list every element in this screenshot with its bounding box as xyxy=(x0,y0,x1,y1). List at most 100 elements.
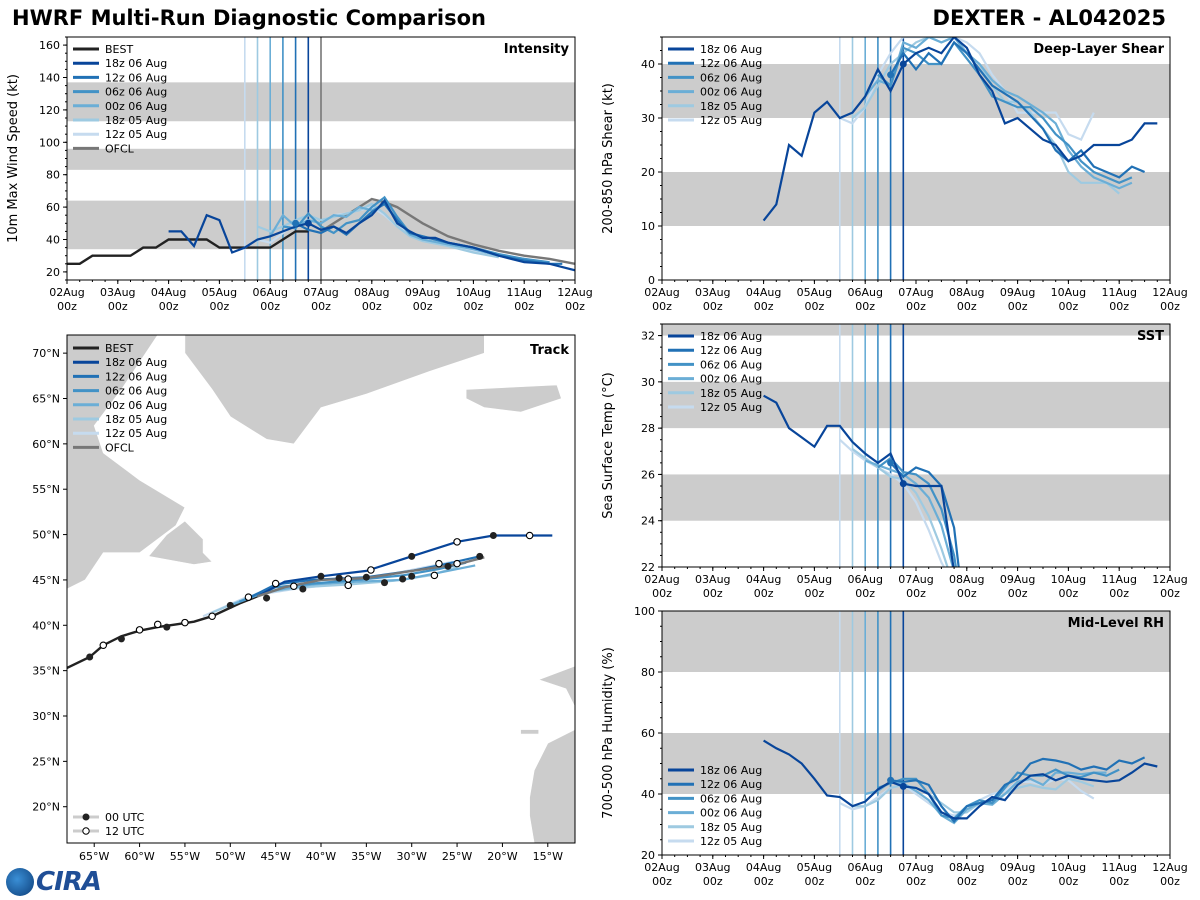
x-tick-label: 03Aug xyxy=(100,286,135,299)
x-tick-label: 30°W xyxy=(397,850,427,863)
legend-label: 12 UTC xyxy=(105,825,145,838)
x-tick-label: 06Aug xyxy=(252,286,287,299)
y-tick-label: 55°N xyxy=(32,483,60,496)
x-tick-label-hour: 00z xyxy=(1008,587,1028,600)
y-tick-label: 20 xyxy=(641,166,655,179)
plot-area xyxy=(662,37,1170,280)
y-tick-label: 50°N xyxy=(32,529,60,542)
logo-text: CIRA xyxy=(36,867,102,897)
x-tick-label-hour: 00z xyxy=(957,300,977,313)
x-tick-label-hour: 00z xyxy=(703,300,723,313)
x-tick-label-hour: 00z xyxy=(754,300,774,313)
x-tick-label: 02Aug xyxy=(644,861,679,874)
legend-label: 12z 05 Aug xyxy=(700,401,762,414)
y-tick-label: 20 xyxy=(46,266,60,279)
land-mass xyxy=(529,729,575,843)
point-00utc xyxy=(86,653,94,661)
point-12utc xyxy=(367,566,375,574)
x-tick-label-hour: 00z xyxy=(652,875,672,888)
land-mass xyxy=(184,335,485,445)
y-axis-label: 10m Max Wind Speed (kt) xyxy=(6,74,21,243)
reference-band xyxy=(662,64,1170,118)
land-mass xyxy=(520,729,539,735)
x-tick-label-hour: 00z xyxy=(1059,875,1079,888)
x-tick-label: 06Aug xyxy=(847,573,882,586)
y-tick-label: 40 xyxy=(641,58,655,71)
legend-label: 12z 06 Aug xyxy=(105,71,167,84)
legend-label: 18z 05 Aug xyxy=(105,413,167,426)
legend-label: 00z 06 Aug xyxy=(700,807,762,820)
init-marker xyxy=(304,219,312,227)
x-tick-label: 12Aug xyxy=(1152,573,1187,586)
land-mass xyxy=(465,384,562,413)
x-tick-label-hour: 00z xyxy=(1059,300,1079,313)
x-tick-label: 09Aug xyxy=(405,286,440,299)
x-tick-label-hour: 00z xyxy=(1008,875,1028,888)
y-tick-label: 60 xyxy=(46,201,60,214)
y-tick-label: 30°N xyxy=(32,710,60,723)
y-tick-label: 20 xyxy=(641,849,655,862)
point-00utc xyxy=(408,552,416,560)
init-marker xyxy=(292,219,300,227)
x-tick-label: 10Aug xyxy=(1051,573,1086,586)
legend-marker-12 xyxy=(82,827,90,835)
y-tick-label: 100 xyxy=(634,605,655,618)
x-tick-label: 07Aug xyxy=(303,286,338,299)
legend-label: 18z 06 Aug xyxy=(700,330,762,343)
x-tick-label: 09Aug xyxy=(1000,861,1035,874)
legend-label: 06z 06 Aug xyxy=(700,358,762,371)
y-tick-label: 32 xyxy=(641,330,655,343)
x-tick-label-hour: 00z xyxy=(1109,587,1129,600)
panel-rh: 2040608010002Aug00z03Aug00z04Aug00z05Aug… xyxy=(601,605,1188,888)
x-tick-label: 02Aug xyxy=(644,286,679,299)
reference-band xyxy=(662,611,1170,672)
point-12utc xyxy=(271,579,280,588)
x-tick-label-hour: 00z xyxy=(1008,300,1028,313)
legend-label: 12z 06 Aug xyxy=(700,57,762,70)
y-tick-label: 140 xyxy=(39,72,60,85)
x-tick-label-hour: 00z xyxy=(906,875,926,888)
y-tick-label: 25°N xyxy=(32,755,60,768)
reference-band xyxy=(662,381,1170,429)
y-tick-label: 160 xyxy=(39,39,60,52)
point-00utc xyxy=(381,579,388,587)
legend-label: 12z 05 Aug xyxy=(700,835,762,848)
x-tick-label-hour: 00z xyxy=(1160,300,1180,313)
land-mass xyxy=(148,520,213,565)
x-tick-label: 04Aug xyxy=(151,286,186,299)
legend-label: 06z 06 Aug xyxy=(105,385,167,398)
x-tick-label: 12Aug xyxy=(1152,861,1187,874)
legend-label: 18z 06 Aug xyxy=(105,57,167,70)
legend-label: 18z 06 Aug xyxy=(105,356,167,369)
y-tick-label: 22 xyxy=(641,561,655,574)
x-tick-label: 08Aug xyxy=(949,861,984,874)
reference-band xyxy=(662,474,1170,521)
x-tick-label-hour: 00z xyxy=(1109,875,1129,888)
x-tick-label-hour: 00z xyxy=(210,300,230,313)
x-tick-label-hour: 00z xyxy=(652,300,672,313)
legend-label: BEST xyxy=(105,43,133,56)
series-line-3 xyxy=(864,37,1133,190)
x-tick-label: 03Aug xyxy=(695,861,730,874)
plot-area xyxy=(662,611,1170,855)
series-line-4 xyxy=(852,777,1095,814)
y-tick-label: 80 xyxy=(46,169,60,182)
legend-label: BEST xyxy=(105,342,133,355)
x-tick-label: 05Aug xyxy=(797,573,832,586)
y-tick-label: 80 xyxy=(641,666,655,679)
init-marker xyxy=(899,480,907,488)
x-tick-label: 08Aug xyxy=(949,286,984,299)
point-00utc xyxy=(444,562,452,570)
panel-title: Track xyxy=(530,343,569,358)
y-tick-label: 65°N xyxy=(32,393,60,406)
legend-label: 18z 06 Aug xyxy=(700,764,762,777)
x-tick-label: 08Aug xyxy=(949,573,984,586)
x-tick-label: 15°W xyxy=(533,850,563,863)
x-tick-label: 25°W xyxy=(442,850,472,863)
series-line-0 xyxy=(168,198,575,272)
x-tick-label-hour: 00z xyxy=(855,587,875,600)
y-tick-label: 24 xyxy=(641,515,655,528)
x-tick-label-hour: 00z xyxy=(957,875,977,888)
legend-label: 12z 05 Aug xyxy=(105,128,167,141)
y-tick-label: 60 xyxy=(641,727,655,740)
